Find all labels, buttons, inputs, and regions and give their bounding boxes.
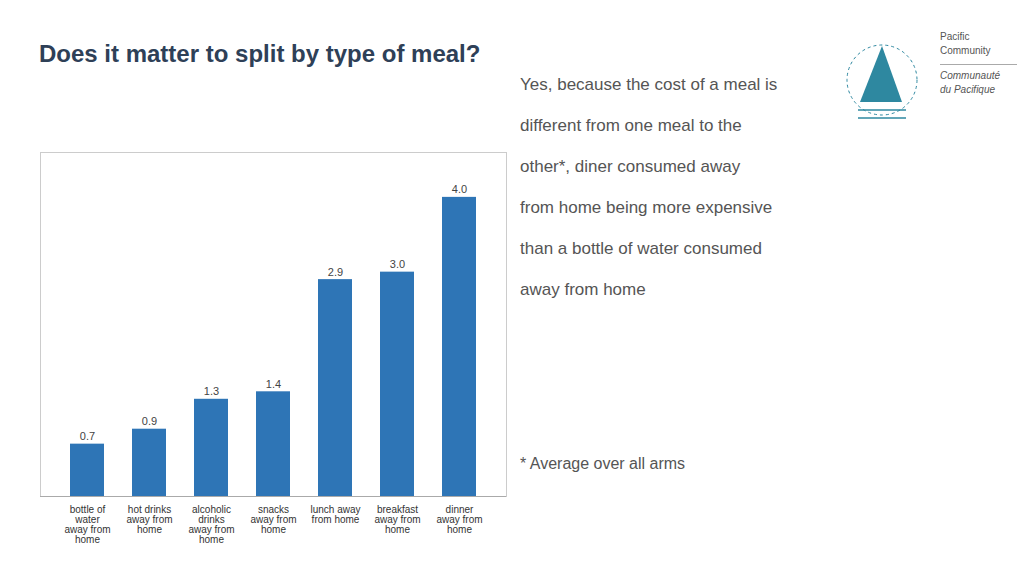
html-text:Community: Community [940,45,991,56]
svg-text:snacksaway fromhome: snacksaway fromhome [250,504,296,535]
html-text:away from home: away from home [520,280,646,299]
html-text:Pacific: Pacific [940,31,970,42]
svg-text:4.0: 4.0 [452,183,467,195]
svg-text:3.0: 3.0 [390,258,405,270]
html-text:du Pacifique: du Pacifique [940,84,995,95]
svg-text:2.9: 2.9 [328,266,343,278]
svg-text:breakfastaway fromhome: breakfastaway fromhome [374,504,420,535]
html-text:than a bottle of water consume: than a bottle of water consumed [520,239,762,258]
svg-text:hot drinksaway fromhome: hot drinksaway fromhome [126,504,172,535]
svg-text:lunch awayfrom home: lunch awayfrom home [310,504,360,525]
svg-text:0.7: 0.7 [80,430,95,442]
svg-text:0.9: 0.9 [142,415,157,427]
svg-text:dinneraway fromhome: dinneraway fromhome [436,504,482,535]
html-text:Communauté: Communauté [940,70,1000,81]
html-text:from home being more expensive: from home being more expensive [520,198,773,217]
svg-text:1.3: 1.3 [204,385,219,397]
svg-text:bottle ofwateraway fromhome: bottle ofwateraway fromhome [64,504,110,545]
svg-text:alcoholicdrinksaway fromhome: alcoholicdrinksaway fromhome [188,504,234,545]
svg-text:1.4: 1.4 [266,378,281,390]
html-text:other*, diner consumed away: other*, diner consumed away [520,157,741,176]
html-text:Yes, because the cost of a mea: Yes, because the cost of a meal is [520,75,778,94]
html-text:* Average over all arms: * Average over all arms [520,455,686,472]
html-text:different from one meal to the: different from one meal to the [520,116,742,135]
html-text:Does it matter to split by typ: Does it matter to split by type of meal? [39,40,481,67]
